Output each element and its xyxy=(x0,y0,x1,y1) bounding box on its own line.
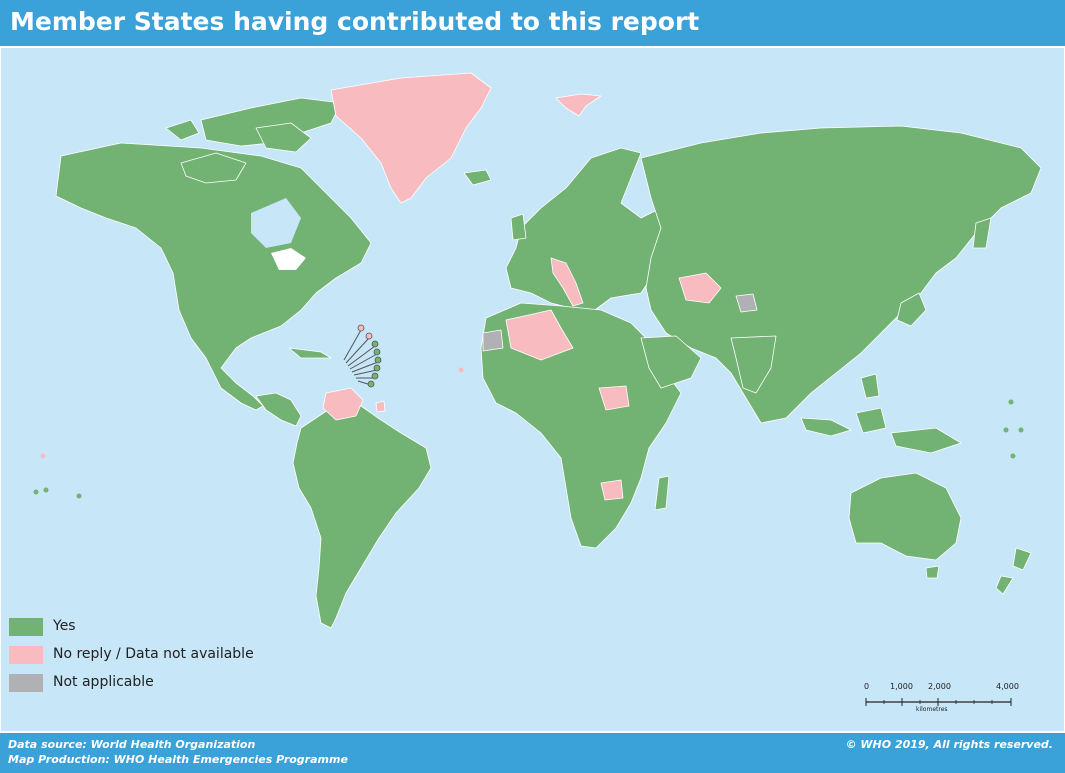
scale-tick-0: 0 xyxy=(864,682,870,691)
title-bar: Member States having contributed to this… xyxy=(0,0,1065,48)
legend-label-yes: Yes xyxy=(53,618,76,634)
scale-bar-graphic xyxy=(865,698,1012,706)
arctic-islands xyxy=(200,97,342,147)
legend-swatch-not-applicable xyxy=(9,674,43,692)
scale-bar: 0 1,000 2,000 4,000 kilometres xyxy=(856,682,1026,722)
world-map[interactable] xyxy=(1,48,1064,731)
australia xyxy=(848,472,962,561)
legend-label-no-reply: No reply / Data not available xyxy=(53,646,254,662)
legend-swatch-no-reply xyxy=(9,646,43,664)
scale-tick-1000: 1,000 xyxy=(890,682,913,691)
africa xyxy=(480,302,682,549)
scale-tick-4000: 4,000 xyxy=(996,682,1019,691)
copyright-text: © WHO 2019, All rights reserved. xyxy=(845,738,1053,751)
map-title: Member States having contributed to this… xyxy=(10,7,700,36)
europe xyxy=(505,147,667,314)
north-america xyxy=(55,142,372,411)
map-production-text: Map Production: WHO Health Emergencies P… xyxy=(8,753,348,766)
scale-unit-label: kilometres xyxy=(916,706,948,713)
legend-swatch-yes xyxy=(9,618,43,636)
scale-tick-2000: 2,000 xyxy=(928,682,951,691)
map-canvas[interactable]: Yes No reply / Data not available Not ap… xyxy=(1,48,1064,731)
legend-label-not-applicable: Not applicable xyxy=(53,674,154,690)
greenland xyxy=(330,72,492,204)
data-source-text: Data source: World Health Organization xyxy=(8,738,256,751)
south-america xyxy=(292,405,432,629)
footer-bar: Data source: World Health Organization M… xyxy=(0,731,1065,773)
